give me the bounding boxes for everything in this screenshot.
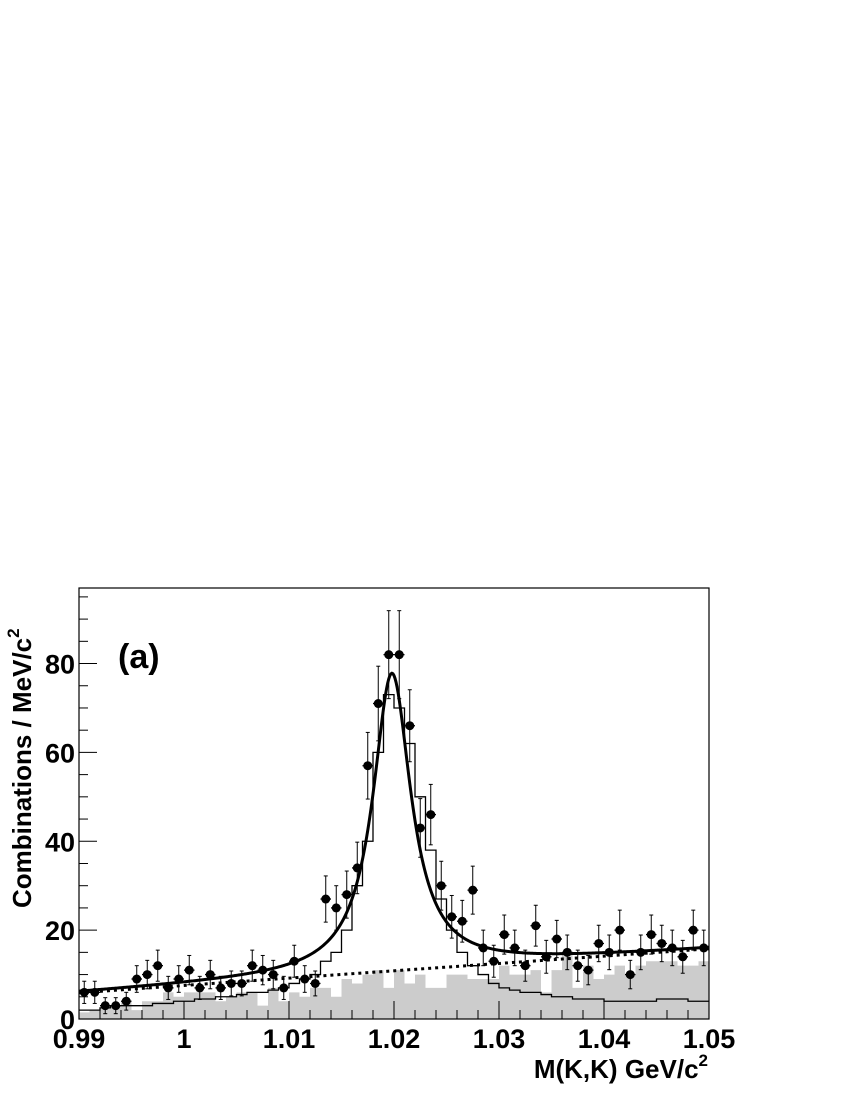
- data-point: [446, 894, 457, 939]
- data-point: [520, 949, 531, 982]
- data-point: [110, 997, 121, 1015]
- y-tick-labels: 0 20 40 60 80: [45, 650, 75, 1035]
- data-point: [604, 934, 615, 971]
- data-point: [257, 954, 268, 986]
- y-axis-ticks: [79, 596, 97, 1020]
- mc-background-histogram: [79, 952, 709, 1019]
- data-point: [551, 919, 562, 959]
- data-point: [226, 970, 237, 997]
- data-point: [698, 929, 709, 967]
- data-point: [362, 731, 373, 800]
- data-point: [79, 980, 90, 1004]
- x-tick-labels: 0.99 1 1.01 1.02 1.03 1.04 1.05: [53, 1024, 736, 1054]
- data-point: [394, 610, 405, 700]
- data-point: [541, 939, 552, 974]
- data-point: [194, 975, 205, 1000]
- x-tick-label: 1.03: [473, 1024, 526, 1054]
- y-axis-title-text: Combinations / MeV/c: [7, 638, 37, 908]
- data-point: [509, 929, 520, 967]
- fit-curve-line: [78, 671, 710, 993]
- y-tick-label: 20: [45, 916, 75, 946]
- data-point: [646, 914, 657, 955]
- mc-background-fill: [79, 952, 709, 1019]
- data-point: [530, 904, 541, 947]
- data-point: [331, 885, 342, 931]
- y-axis-title-superscript: 2: [4, 628, 23, 637]
- signal-fit-curve: [78, 671, 710, 993]
- data-points: [79, 610, 709, 1015]
- data-point: [100, 997, 111, 1015]
- data-point: [352, 841, 363, 895]
- data-point: [562, 934, 573, 971]
- y-tick-label: 60: [45, 738, 75, 768]
- data-point: [215, 975, 226, 1000]
- data-point: [583, 954, 594, 986]
- data-point: [415, 798, 426, 858]
- data-point: [457, 899, 468, 943]
- background-fit-line: [78, 947, 710, 995]
- data-point: [499, 914, 510, 955]
- data-point: [425, 783, 436, 846]
- data-point: [625, 959, 636, 990]
- data-point: [173, 965, 184, 993]
- data-point: [247, 949, 258, 982]
- x-tick-label: 1.04: [578, 1024, 631, 1054]
- data-point: [341, 870, 352, 919]
- mc-signal-line: [79, 693, 709, 1011]
- data-point: [152, 949, 163, 982]
- data-point: [436, 860, 447, 911]
- data-point: [656, 924, 667, 963]
- data-point: [488, 944, 499, 978]
- data-point: [467, 865, 478, 915]
- data-point: [268, 959, 279, 990]
- data-point: [278, 975, 289, 1000]
- data-point: [572, 949, 583, 982]
- data-point: [142, 959, 153, 990]
- data-point: [320, 875, 331, 923]
- data-point: [635, 934, 646, 971]
- x-tick-label: 1.01: [263, 1024, 316, 1054]
- x-tick-label: 1: [176, 1024, 191, 1054]
- data-point: [299, 965, 310, 993]
- background-fit-curve: [78, 947, 710, 995]
- x-tick-label: 1.02: [368, 1024, 421, 1054]
- data-point: [478, 929, 489, 967]
- data-point: [383, 610, 394, 700]
- data-point: [121, 991, 132, 1011]
- data-point: [205, 959, 216, 990]
- y-axis-title: Combinations / MeV/c2: [4, 628, 37, 908]
- x-axis-title-text: M(K,K) GeV/c: [534, 1054, 699, 1084]
- y-tick-label: 0: [60, 1005, 75, 1035]
- data-point: [289, 944, 300, 978]
- y-tick-label: 80: [45, 650, 75, 680]
- data-point: [667, 929, 678, 967]
- data-point: [310, 970, 321, 997]
- x-axis-title-superscript: 2: [699, 1051, 708, 1070]
- data-point: [404, 689, 415, 763]
- mc-signal-histogram: [79, 693, 709, 1011]
- data-point: [593, 924, 604, 963]
- data-point: [163, 975, 174, 1000]
- data-point: [184, 954, 195, 986]
- data-point: [236, 970, 247, 997]
- data-point: [677, 939, 688, 974]
- panel-label: (a): [118, 638, 160, 676]
- x-axis-ticks: [78, 1001, 710, 1019]
- x-axis-title: M(K,K) GeV/c2: [534, 1051, 708, 1084]
- data-point: [373, 665, 384, 742]
- data-point: [614, 909, 625, 951]
- x-tick-label: 0.99: [53, 1024, 106, 1054]
- data-point: [89, 980, 100, 1004]
- y-tick-label: 40: [45, 827, 75, 857]
- plot-frame: [78, 587, 710, 1020]
- data-point: [688, 909, 699, 951]
- x-tick-label: 1.05: [683, 1024, 736, 1054]
- data-point: [131, 965, 142, 993]
